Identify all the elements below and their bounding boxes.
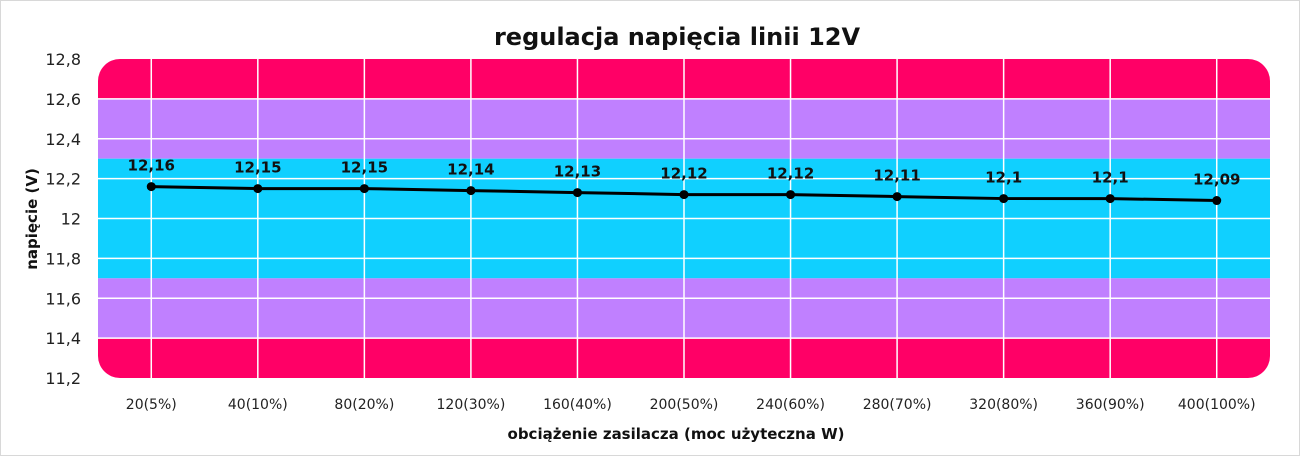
data-point: [1105, 194, 1115, 204]
grid: [98, 59, 1270, 378]
data-point: [999, 194, 1009, 204]
data-point: [786, 190, 796, 200]
x-tick-label: 40(10%): [228, 397, 288, 413]
x-tick-label: 320(80%): [969, 397, 1038, 413]
data-point: [572, 188, 582, 198]
y-tick-label: 11,6: [45, 289, 81, 308]
y-tick-label: 12,6: [45, 90, 81, 109]
data-label: 12,12: [660, 165, 707, 183]
y-tick-label: 12: [61, 210, 81, 229]
x-tick-label: 240(60%): [756, 397, 825, 413]
x-tick-label: 400(100%): [1178, 397, 1256, 413]
y-axis-label: napięcie (V): [23, 168, 41, 270]
data-point: [892, 192, 902, 202]
chart-title: regulacja napięcia linii 12V: [494, 23, 861, 51]
x-tick-label: 200(50%): [650, 397, 719, 413]
x-tick-label: 120(30%): [437, 397, 506, 413]
series: 12,16 12,15 12,15 12,14 12,13 12,12 12,12 12,11…: [128, 157, 1240, 206]
data-point: [1212, 196, 1222, 206]
data-point: [679, 190, 689, 200]
data-label: 12,15: [341, 159, 388, 177]
x-tick-label: 20(5%): [126, 397, 177, 413]
data-label: 12,1: [985, 169, 1022, 187]
y-axis: 11,2 11,4 11,6 11,8 12 12,2 12,4 12,6 12,8: [45, 50, 81, 388]
data-point: [466, 186, 476, 196]
data-label: 12,12: [767, 165, 814, 183]
y-tick-label: 11,8: [45, 249, 81, 268]
x-tick-label: 280(70%): [863, 397, 932, 413]
x-axis-label: obciążenie zasilacza (moc użyteczna W): [508, 425, 845, 443]
data-point: [253, 184, 263, 194]
data-label: 12,1: [1092, 169, 1129, 187]
y-tick-label: 11,2: [45, 369, 81, 388]
y-tick-label: 12,8: [45, 50, 81, 69]
x-tick-label: 160(40%): [543, 397, 612, 413]
data-label: 12,14: [447, 161, 494, 179]
data-point: [359, 184, 369, 194]
y-tick-label: 12,2: [45, 170, 81, 189]
x-axis: 20(5%) 40(10%) 80(20%) 120(30%) 160(40%) 200(…: [126, 397, 1256, 413]
x-tick-label: 360(90%): [1076, 397, 1145, 413]
data-label: 12,13: [554, 163, 601, 181]
data-label: 12,15: [234, 159, 281, 177]
data-label: 12,16: [128, 157, 175, 175]
y-tick-label: 11,4: [45, 329, 81, 348]
data-label: 12,11: [873, 167, 920, 185]
data-label: 12,09: [1193, 171, 1240, 189]
y-tick-label: 12,4: [45, 130, 81, 149]
data-point: [146, 182, 156, 192]
x-tick-label: 80(20%): [334, 397, 394, 413]
